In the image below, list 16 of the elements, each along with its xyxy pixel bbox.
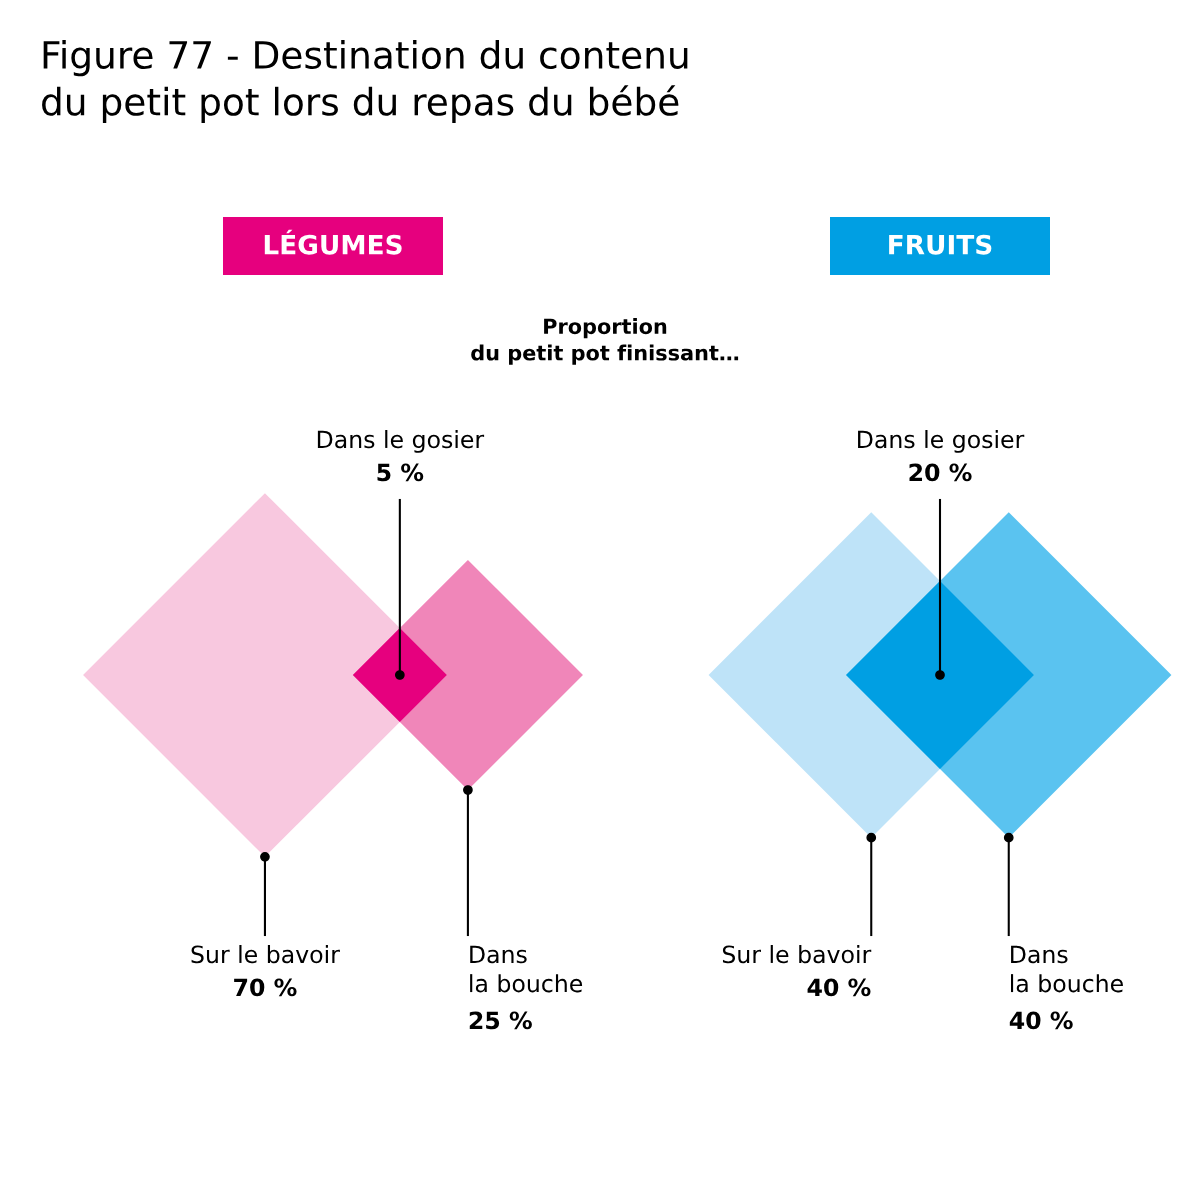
text: Proportion du petit pot finissant… (471, 318, 739, 365)
category-label: Sur le bavoir (722, 945, 872, 964)
category-label: Dans le gosier (858, 430, 1025, 453)
data-label: 40 % (1009, 1011, 1073, 1030)
category-label: Dans la bouche (470, 945, 583, 993)
category-label: Dans le gosier (317, 430, 485, 453)
category-label: Sur le bavoir (191, 945, 340, 964)
data-label: 70 % (234, 978, 297, 997)
text: Figure 77 - Destination du contenu du petit pot lors du repas du bébé (42, 40, 688, 124)
data-label: 25 % (469, 1011, 532, 1030)
text: LÉGUMES (264, 229, 402, 255)
data-label: 5 % (377, 463, 424, 482)
data-label: 20 % (909, 463, 972, 482)
data-label: 40 % (807, 978, 871, 997)
text: FRUITS (889, 234, 992, 255)
category-label: Dans la bouche (1010, 945, 1123, 993)
